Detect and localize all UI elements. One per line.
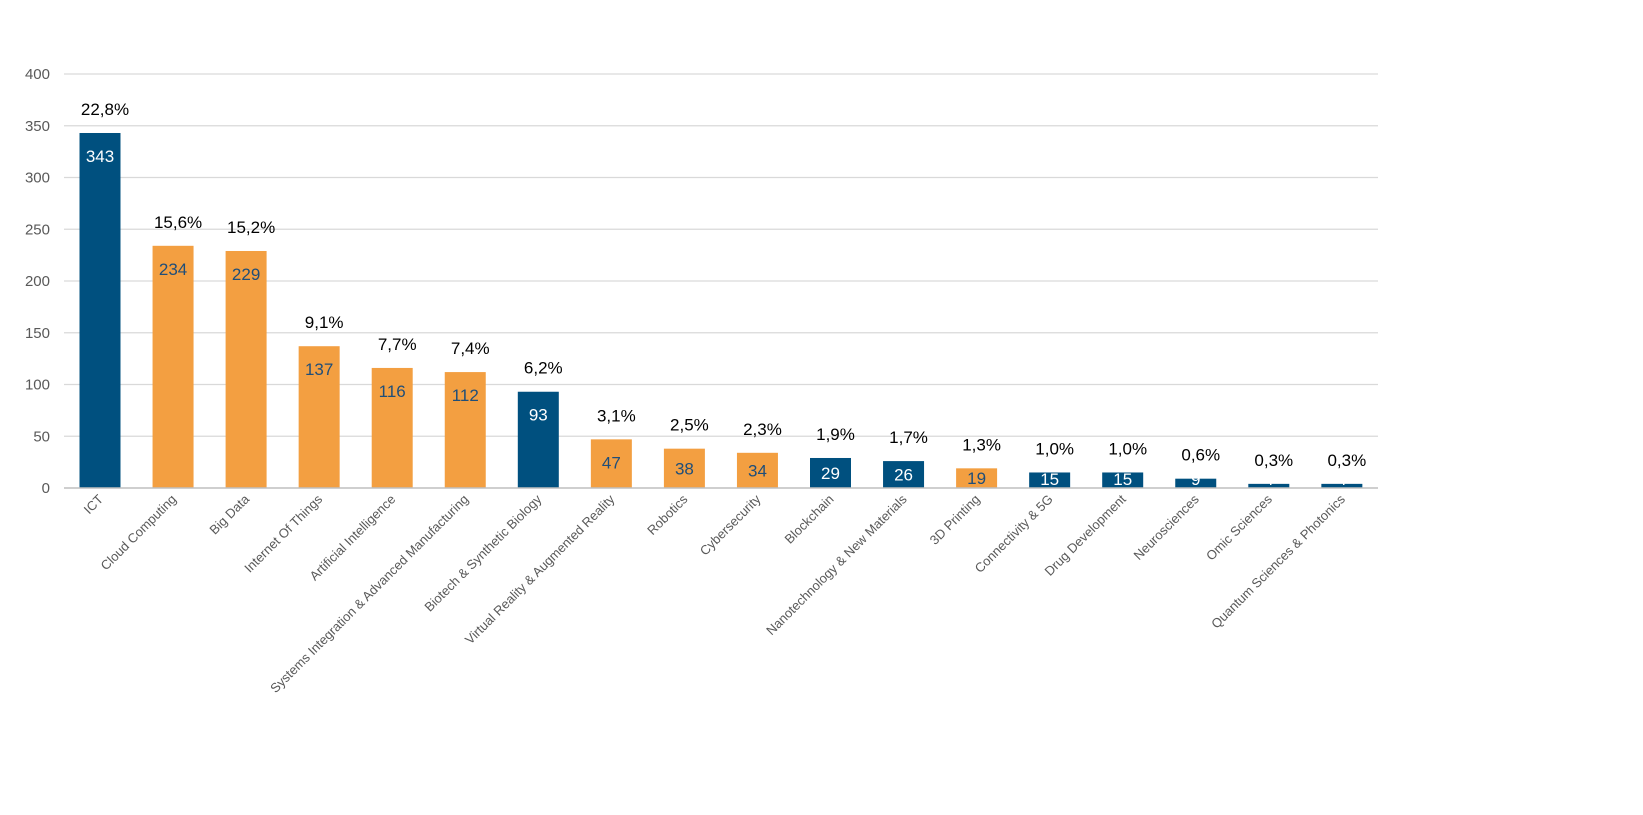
x-tick-label: Big Data bbox=[206, 491, 252, 537]
percent-label: 6,2% bbox=[524, 359, 563, 378]
bars bbox=[79, 132, 1363, 488]
x-tick-label: Biotech & Synthetic Biology bbox=[421, 491, 544, 614]
bar bbox=[444, 372, 486, 488]
percent-label: 22,8% bbox=[81, 100, 129, 119]
percent-label: 7,7% bbox=[378, 335, 417, 354]
percent-label: 7,4% bbox=[451, 339, 490, 358]
gridlines bbox=[64, 73, 1378, 437]
value-label: 112 bbox=[452, 386, 479, 405]
bar bbox=[517, 391, 559, 488]
percent-label: 0,3% bbox=[1327, 451, 1366, 470]
bar bbox=[1029, 472, 1071, 488]
bar bbox=[1321, 483, 1363, 488]
bar bbox=[590, 439, 632, 488]
value-label: 15 bbox=[1040, 470, 1059, 489]
x-tick-label: Cybersecurity bbox=[697, 491, 764, 558]
percent-label: 9,1% bbox=[305, 313, 344, 332]
value-label: 4 bbox=[1264, 470, 1273, 489]
value-label: 116 bbox=[379, 382, 406, 401]
percent-label: 1,9% bbox=[816, 425, 855, 444]
y-tick-label: 300 bbox=[25, 170, 50, 187]
percent-label: 15,6% bbox=[154, 213, 202, 232]
x-tick-label: Virtual Reality & Augmented Reality bbox=[462, 491, 618, 647]
bar bbox=[371, 367, 413, 488]
bar bbox=[1102, 472, 1144, 488]
bar bbox=[883, 461, 925, 488]
bar bbox=[736, 452, 778, 488]
percent-label: 3,1% bbox=[597, 406, 636, 425]
x-tick-label: Omic Sciences bbox=[1203, 491, 1275, 563]
value-label: 15 bbox=[1113, 470, 1132, 489]
value-label: 38 bbox=[675, 459, 694, 478]
x-tick-label: Nanotechnology & New Materials bbox=[763, 491, 910, 638]
x-tick-label: Cloud Computing bbox=[98, 492, 180, 574]
y-tick-label: 400 bbox=[25, 66, 50, 83]
value-label: 229 bbox=[232, 265, 260, 284]
bar bbox=[810, 457, 851, 488]
bar bbox=[956, 468, 998, 488]
y-tick-label: 350 bbox=[25, 118, 50, 135]
bar bbox=[1248, 483, 1290, 488]
y-tick-label: 150 bbox=[25, 325, 50, 342]
value-label: 19 bbox=[967, 469, 986, 488]
bar bbox=[79, 132, 121, 488]
value-label: 93 bbox=[529, 406, 548, 425]
bar bbox=[1175, 478, 1217, 488]
y-tick-label: 200 bbox=[25, 273, 50, 290]
percent-labels: 22,8% 15,6% 15,2% 9,1% 7,7% 7,4% 6,2% 3,1% 2,5% 2… bbox=[81, 100, 1366, 470]
percent-label: 1,0% bbox=[1035, 439, 1074, 458]
percent-label: 0,6% bbox=[1181, 446, 1220, 465]
y-tick-label: 50 bbox=[33, 428, 50, 445]
bar bbox=[663, 448, 705, 488]
x-tick-label: Blockchain bbox=[782, 492, 837, 547]
value-label: 26 bbox=[894, 466, 913, 485]
percent-label: 2,5% bbox=[670, 416, 709, 435]
x-tick-label: ICT bbox=[81, 491, 106, 516]
bar bbox=[225, 250, 267, 488]
x-tick-label: Neurosciences bbox=[1130, 491, 1202, 563]
percent-label: 1,3% bbox=[962, 435, 1001, 454]
percent-label: 1,0% bbox=[1108, 439, 1147, 458]
value-label: 137 bbox=[305, 360, 333, 379]
percent-label: 0,3% bbox=[1254, 451, 1293, 470]
x-tick-label: Drug Development bbox=[1042, 491, 1130, 579]
value-label: 4 bbox=[1337, 470, 1346, 489]
value-label: 29 bbox=[821, 464, 840, 483]
y-tick-label: 250 bbox=[25, 221, 50, 238]
x-tick-label: Robotics bbox=[644, 491, 691, 538]
bar bbox=[152, 245, 194, 488]
value-label: 9 bbox=[1191, 470, 1200, 489]
value-label: 47 bbox=[602, 453, 621, 472]
bar bbox=[298, 346, 340, 488]
percent-label: 1,7% bbox=[889, 428, 928, 447]
value-label: 34 bbox=[748, 461, 767, 480]
x-tick-label: Internet Of Things bbox=[241, 491, 325, 575]
percent-label: 2,3% bbox=[743, 420, 782, 439]
x-tick-label: Quantum Sciences & Photonics bbox=[1208, 491, 1348, 631]
percent-label: 15,2% bbox=[227, 218, 275, 237]
y-tick-label: 100 bbox=[25, 377, 50, 394]
x-tick-label: Connectivity & 5G bbox=[972, 492, 1056, 576]
y-axis-ticks: 0 50 100 150 200 250 300 350 400 bbox=[25, 66, 50, 497]
value-label: 234 bbox=[159, 260, 187, 279]
x-tick-label: 3D Printing bbox=[927, 492, 983, 548]
value-labels: 343 234 229 137 116 112 93 47 38 34 29 26 19 15 15 9 4 4 bbox=[86, 147, 1347, 489]
y-tick-label: 0 bbox=[42, 480, 50, 497]
value-label: 343 bbox=[86, 147, 114, 166]
